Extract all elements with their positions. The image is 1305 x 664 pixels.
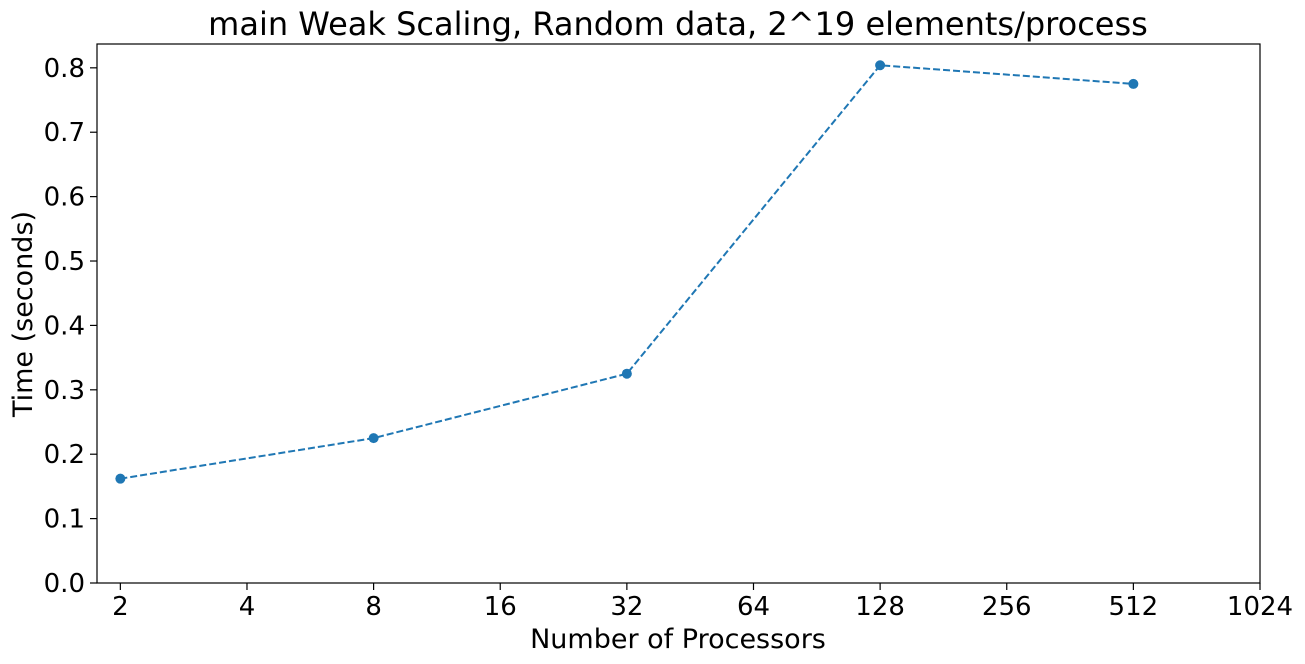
x-tick-label: 16 [484,592,517,622]
data-point [875,60,886,71]
x-tick-label: 2 [112,592,129,622]
data-point [1128,78,1139,89]
y-tick-label: 0.8 [44,54,85,84]
data-series [115,60,1139,484]
x-tick-label: 8 [365,592,382,622]
chart-title: main Weak Scaling, Random data, 2^19 ele… [208,5,1148,43]
data-point [368,433,379,444]
y-tick-label: 0.0 [44,569,85,599]
y-tick-label: 0.4 [44,311,85,341]
y-axis: 0.0 0.1 0.2 0.3 0.4 0.5 0.6 0.7 0.8 [44,54,97,599]
x-axis: 2 4 8 16 32 64 128 256 512 1024 [112,583,1293,622]
y-tick-label: 0.3 [44,376,85,406]
x-tick-label: 4 [239,592,256,622]
y-axis-label: Time (seconds) [8,211,39,418]
data-point [115,473,126,484]
y-tick-label: 0.2 [44,440,85,470]
x-tick-label: 64 [737,592,770,622]
y-tick-label: 0.1 [44,505,85,535]
data-point [621,368,632,379]
x-tick-label: 128 [855,592,905,622]
plot-frame [96,43,1261,584]
y-tick-label: 0.6 [44,183,85,213]
y-tick-label: 0.5 [44,247,85,277]
x-tick-label: 32 [610,592,643,622]
x-tick-label: 256 [982,592,1032,622]
x-tick-label: 1024 [1227,592,1293,622]
x-axis-label: Number of Processors [530,624,826,655]
y-tick-label: 0.7 [44,118,85,148]
x-tick-label: 512 [1109,592,1159,622]
series-line [120,64,1134,480]
